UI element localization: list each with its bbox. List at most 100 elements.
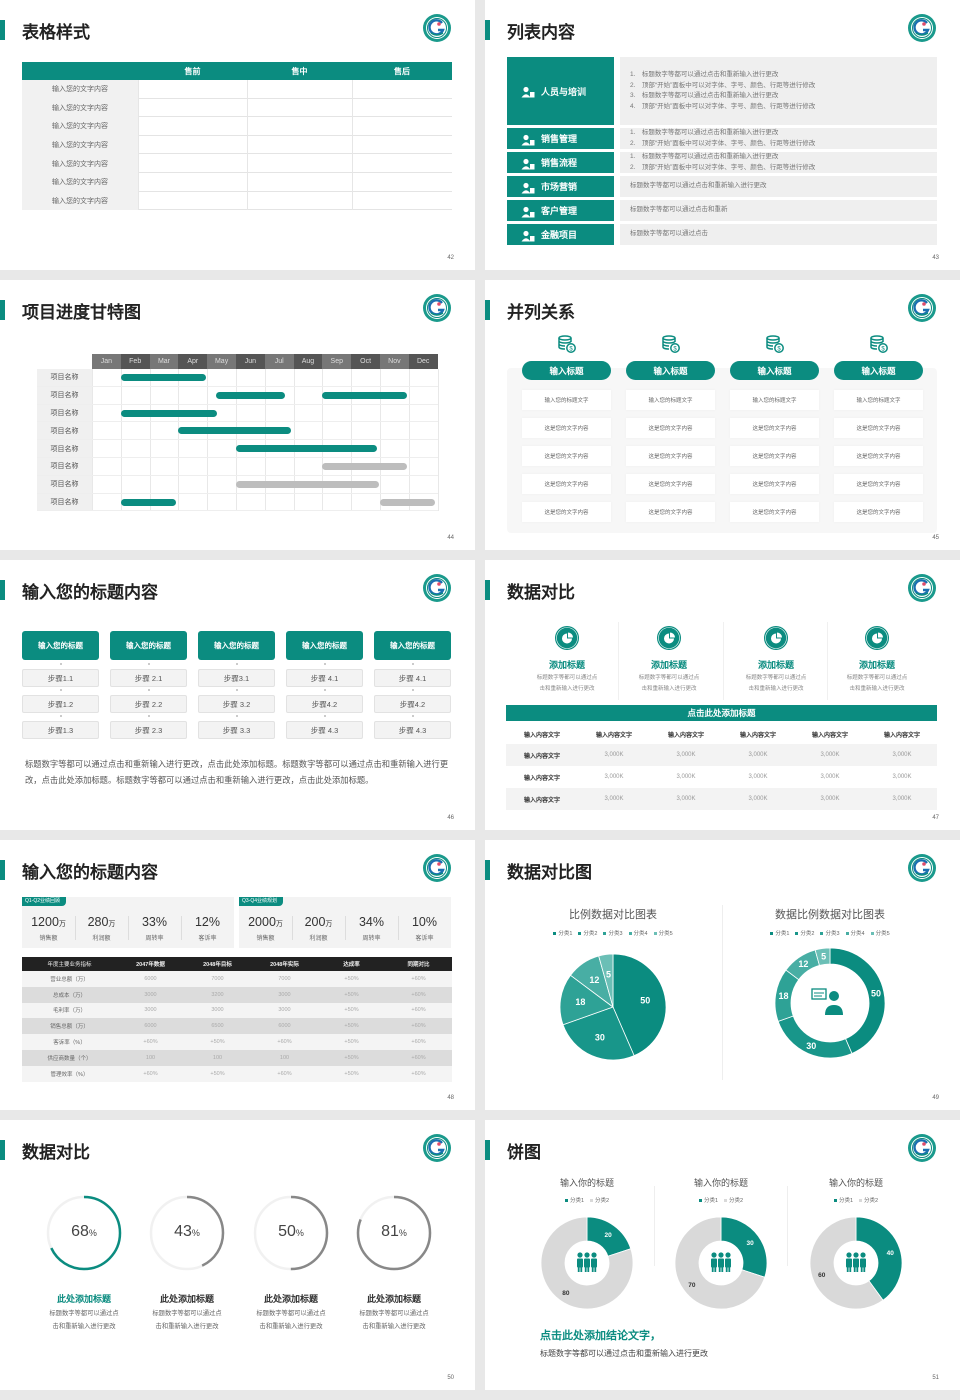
table-cell[interactable]	[138, 117, 247, 136]
slice-value-label: 70	[688, 1282, 696, 1289]
table-cell[interactable]	[352, 154, 452, 173]
table-cell[interactable]	[352, 173, 452, 192]
list-item-label: 人员与培训	[541, 86, 587, 97]
gantt-bar-active[interactable]	[120, 409, 218, 417]
table-cell[interactable]	[247, 98, 352, 118]
pie-slice-2[interactable]	[562, 1006, 635, 1061]
step-column-header[interactable]: 输入您的标题	[110, 631, 187, 660]
table-row	[22, 192, 452, 211]
table-cell[interactable]	[352, 135, 452, 155]
pie-slice-1[interactable]	[829, 947, 886, 1054]
page-number: 47	[932, 815, 939, 821]
legend-label: 分类1	[569, 1198, 584, 1204]
grid-row-line	[37, 474, 438, 476]
table-cell[interactable]	[138, 98, 247, 118]
page-number: 45	[932, 535, 939, 541]
list-item-line: 2. 顶部“开始”面板中可以对字体、字号、颜色、行距等进行修改	[630, 163, 816, 171]
pie-slice-2[interactable]	[809, 1216, 884, 1310]
table-cell[interactable]	[247, 135, 352, 155]
pie-slice-1[interactable]	[720, 1216, 768, 1278]
feature-desc: 标题数字等都可以通过点	[638, 675, 700, 681]
month-header-oct: Oct	[351, 354, 380, 369]
slide-title: 饼图	[507, 1143, 541, 1162]
customer-service-icon	[811, 988, 843, 1015]
gantt-bar-active[interactable]	[215, 391, 285, 399]
gantt-bar-planned[interactable]	[236, 480, 379, 488]
kpi-value: 10%	[398, 915, 451, 929]
grid-row-line	[37, 439, 438, 441]
gantt-bar-planned[interactable]	[322, 463, 408, 470]
table-cell[interactable]	[138, 154, 247, 173]
column-cell: 这是您的文字内容	[522, 502, 611, 522]
column-header-pill[interactable]: 输入标题	[730, 361, 819, 380]
kpi-value: 2000万	[239, 915, 292, 929]
gantt-bar-active[interactable]	[322, 391, 408, 399]
list-item-4[interactable]: 市场营销	[507, 176, 614, 197]
list-item-3[interactable]: 销售流程	[507, 152, 614, 173]
step-column-header[interactable]: 输入您的标题	[374, 631, 451, 660]
table-cell[interactable]	[352, 98, 452, 118]
pie-slice-2[interactable]	[777, 1015, 853, 1059]
table-header-cell: 同期对比	[407, 962, 430, 968]
school-logo	[422, 293, 452, 323]
gantt-bar-active[interactable]	[120, 374, 206, 381]
list-item-2[interactable]: 销售管理	[507, 128, 614, 149]
gantt-bar-active[interactable]	[120, 498, 176, 506]
pie-slice-2[interactable]	[674, 1216, 766, 1310]
pie-slice-2[interactable]	[540, 1216, 634, 1310]
table-cell[interactable]	[138, 191, 247, 211]
chart-title: 输入你的标题	[828, 1178, 883, 1188]
pie-slice-5[interactable]	[598, 953, 614, 1008]
table-cell[interactable]	[138, 173, 247, 192]
table-cell[interactable]	[352, 191, 452, 211]
chart-divider	[654, 1186, 655, 1266]
list-item-6[interactable]: 金融项目	[507, 224, 614, 245]
pie-slice-5[interactable]	[814, 947, 831, 966]
list-item-line: 标题数字等都可以通过点击和重新输入进行更改	[630, 182, 767, 190]
pie-slice-1[interactable]	[855, 1216, 903, 1301]
table-cell[interactable]	[138, 135, 247, 155]
legend-swatch	[845, 931, 849, 935]
title-accent-bar	[485, 20, 490, 40]
ring-desc: 标题数字等都可以通过点	[256, 1310, 326, 1317]
ring-progress	[149, 1195, 225, 1271]
pie-chart-icon	[865, 626, 889, 650]
list-item-5[interactable]: 客户管理	[507, 200, 614, 221]
step-box: 步骤4.2	[286, 695, 363, 713]
gantt-bar-planned[interactable]	[380, 498, 435, 506]
table-cell: +60%	[277, 1070, 292, 1077]
legend-label: 分类2	[729, 1198, 744, 1204]
column-header-pill[interactable]: 输入标题	[626, 361, 715, 380]
table-cell[interactable]	[352, 117, 452, 136]
column-header-pill[interactable]: 输入标题	[522, 361, 611, 380]
gantt-bar-active[interactable]	[236, 445, 378, 453]
list-item-1[interactable]: 人员与培训	[507, 57, 614, 125]
ring-number: 68	[71, 1223, 89, 1240]
gantt-bar-active[interactable]	[178, 427, 291, 435]
column-cell: 这是您的文字内容	[834, 418, 923, 438]
table-cell[interactable]	[247, 117, 352, 136]
step-column-header[interactable]: 输入您的标题	[198, 631, 275, 660]
table-cell: 3,000K	[748, 774, 768, 780]
table-cell[interactable]	[247, 80, 352, 99]
table-cell: +50%	[344, 1039, 359, 1046]
pie-slice-3[interactable]	[559, 974, 614, 1026]
ring-desc: 击和重新输入进行更改	[52, 1322, 116, 1330]
grid-row-line	[37, 510, 438, 512]
table-cell[interactable]	[247, 154, 352, 173]
table-cell: 输入内容文字	[523, 775, 560, 782]
step-column-header[interactable]: 输入您的标题	[286, 631, 363, 660]
table-cell: +50%	[344, 991, 359, 998]
table-cell[interactable]	[138, 80, 247, 99]
pie-slice-1[interactable]	[612, 953, 667, 1057]
table-cell[interactable]	[247, 191, 352, 211]
column-header-pill[interactable]: 输入标题	[834, 361, 923, 380]
school-logo	[422, 573, 452, 603]
column-cell: 这是您的文字内容	[626, 502, 715, 522]
table-cell[interactable]	[247, 173, 352, 192]
title-accent-bar	[0, 860, 5, 880]
table-cell: 3,000K	[676, 796, 696, 802]
table-cell[interactable]	[352, 80, 452, 99]
progress-ring	[149, 1195, 225, 1271]
step-column-header[interactable]: 输入您的标题	[22, 631, 99, 660]
